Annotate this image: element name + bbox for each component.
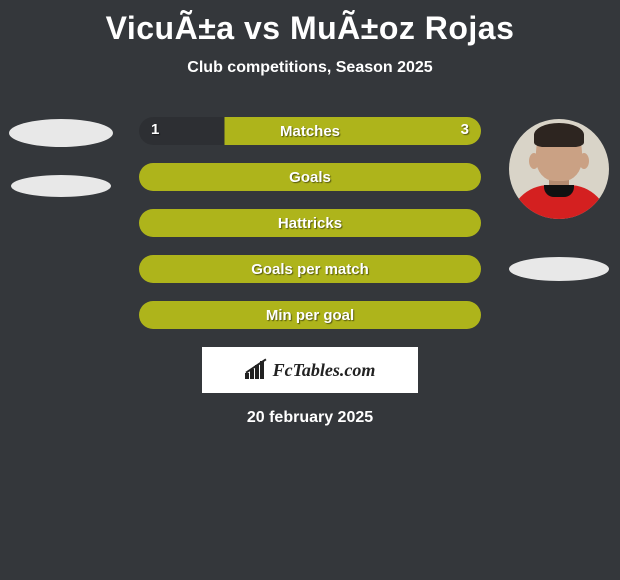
stat-label: Goals per match	[251, 261, 369, 278]
stat-label: Matches	[280, 123, 340, 140]
player-left-badge-placeholder	[11, 175, 111, 197]
stat-row-goals-per-match: Goals per match	[139, 255, 481, 283]
stat-label: Min per goal	[266, 307, 354, 324]
player-left-column	[6, 119, 116, 197]
branding-text: FcTables.com	[273, 360, 376, 381]
page-title: VicuÃ±a vs MuÃ±oz Rojas	[0, 0, 620, 47]
stat-row-min-per-goal: Min per goal	[139, 301, 481, 329]
fctables-logo-icon	[245, 361, 267, 379]
stat-right-value: 3	[461, 121, 469, 138]
stat-row-matches: 1 Matches 3	[139, 117, 481, 145]
branding-badge: FcTables.com	[202, 347, 418, 393]
player-right-column	[504, 119, 614, 281]
date-label: 20 february 2025	[0, 409, 620, 427]
stat-row-goals: Goals	[139, 163, 481, 191]
stat-label: Goals	[289, 169, 331, 186]
subtitle: Club competitions, Season 2025	[0, 59, 620, 77]
stat-left-value: 1	[151, 121, 159, 138]
stat-rows: 1 Matches 3 Goals Hattricks Goals per ma…	[139, 117, 481, 329]
comparison-panel: 1 Matches 3 Goals Hattricks Goals per ma…	[0, 117, 620, 427]
stat-label: Hattricks	[278, 215, 342, 232]
player-right-avatar	[509, 119, 609, 219]
player-right-badge-placeholder	[509, 257, 609, 281]
stat-row-hattricks: Hattricks	[139, 209, 481, 237]
player-left-avatar-placeholder	[9, 119, 113, 147]
